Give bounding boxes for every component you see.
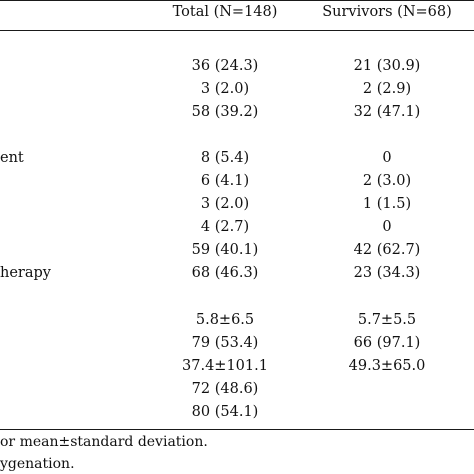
column-header-survivors: Survivors (N=68)	[322, 4, 452, 20]
total-value: 72 (48.6)	[191, 381, 259, 397]
total-value: 59 (40.1)	[191, 242, 259, 258]
row-label: herapy	[0, 265, 51, 281]
total-value: 5.8±6.5	[195, 312, 255, 328]
table-bottom-rule	[0, 429, 474, 430]
total-value: 3 (2.0)	[200, 81, 250, 97]
total-value: 68 (46.3)	[191, 265, 259, 281]
survivors-value: 2 (2.9)	[362, 81, 412, 97]
total-value: 36 (24.3)	[191, 58, 259, 74]
survivors-value: 0	[382, 219, 392, 235]
survivors-value: 49.3±65.0	[348, 358, 426, 374]
footnote: ygenation.	[0, 456, 75, 472]
total-value: 6 (4.1)	[200, 173, 250, 189]
row-label: ent	[0, 150, 24, 166]
total-value: 3 (2.0)	[200, 196, 250, 212]
table-top-rule	[0, 0, 474, 1]
survivors-value: 1 (1.5)	[362, 196, 412, 212]
survivors-value: 66 (97.1)	[353, 335, 421, 351]
survivors-value: 23 (34.3)	[353, 265, 421, 281]
total-value: 80 (54.1)	[191, 404, 259, 420]
survivors-value: 2 (3.0)	[362, 173, 412, 189]
footnote: or mean±standard deviation.	[0, 434, 208, 450]
survivors-value: 0	[382, 150, 392, 166]
survivors-value: 5.7±5.5	[357, 312, 417, 328]
survivors-value: 21 (30.9)	[353, 58, 421, 74]
header-bottom-rule	[0, 30, 474, 31]
survivors-value: 42 (62.7)	[353, 242, 421, 258]
survivors-value: 32 (47.1)	[353, 104, 421, 120]
column-header-total: Total (N=148)	[172, 4, 278, 20]
total-value: 37.4±101.1	[182, 358, 268, 374]
total-value: 79 (53.4)	[191, 335, 259, 351]
total-value: 58 (39.2)	[191, 104, 259, 120]
total-value: 8 (5.4)	[200, 150, 250, 166]
total-value: 4 (2.7)	[200, 219, 250, 235]
